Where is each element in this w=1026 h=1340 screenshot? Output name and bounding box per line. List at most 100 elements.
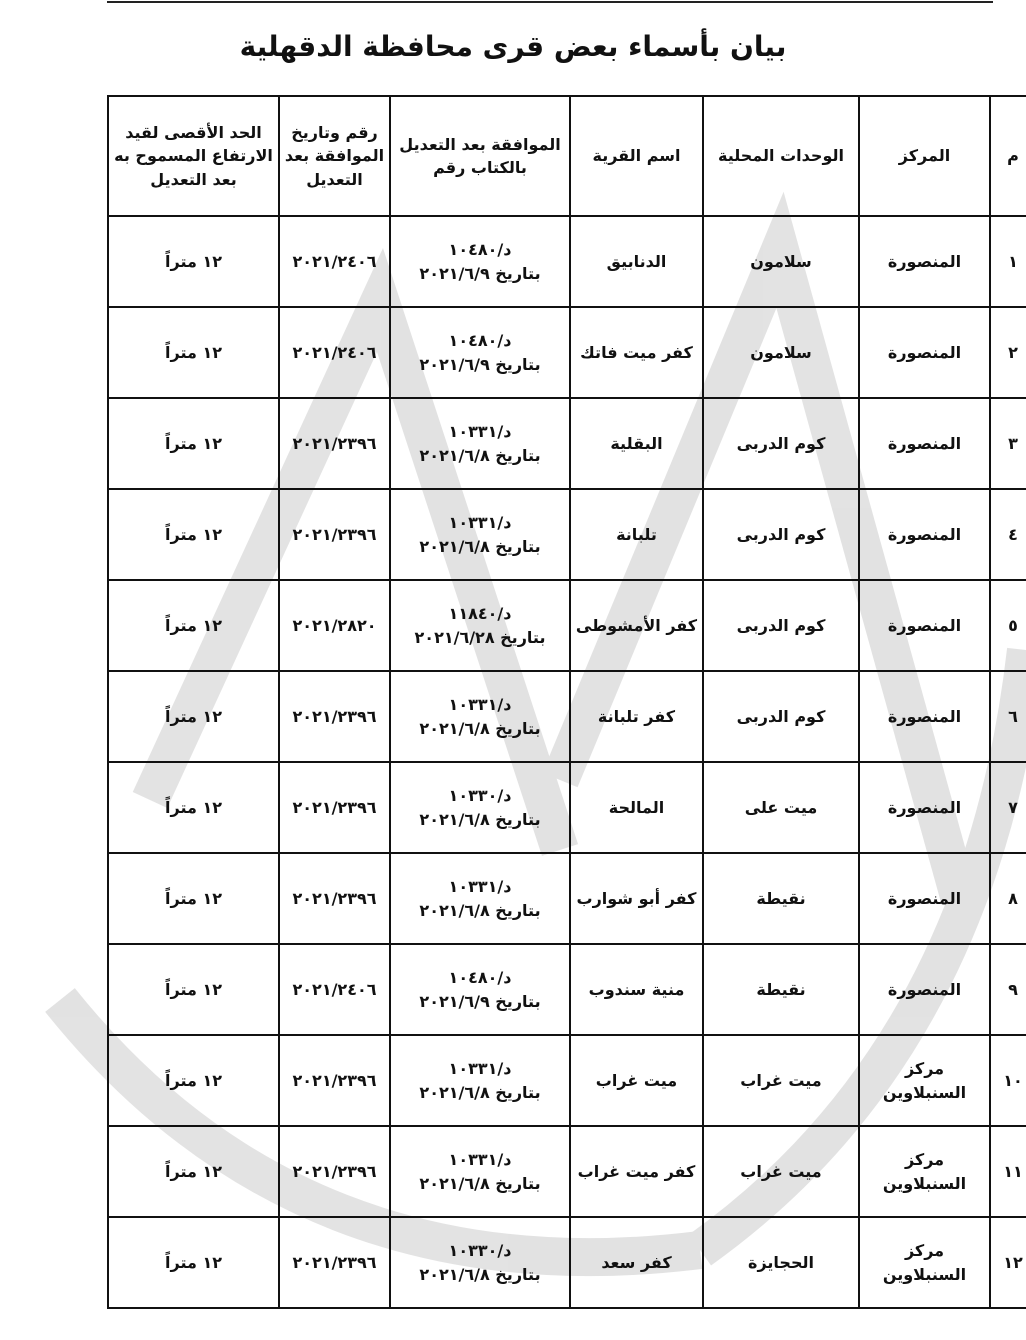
- approval-number-cell: ٢٠٢١/٢٨٢٠: [278, 579, 391, 672]
- village-village: المالحة: [608, 797, 665, 817]
- table-row: ١ المنصورة سلامون الدنابيق د/١٠٤٨٠ بتاريخ ٢٠٢…: [107, 215, 1026, 308]
- height-limit-limit: ١٢ متراً: [165, 706, 222, 726]
- approval-letter-letter: د/١٠٣٣١: [448, 1059, 512, 1079]
- table-row: ٨ المنصورة نقيطة كفر أبو شوارب د/١٠٣٣١ بتاريخ…: [107, 852, 1026, 945]
- village-cell: كفر الأمشوطى: [569, 579, 704, 672]
- table-row: ١١ مركز السنبلاوين ميت غراب كفر ميت غراب د/١…: [107, 1125, 1026, 1218]
- local-unit-cell: نقيطة: [702, 852, 860, 945]
- markaz-cell: المنصورة: [858, 761, 991, 854]
- markaz-cell: مركز السنبلاوين: [858, 1125, 991, 1218]
- markaz-markaz: المنصورة: [887, 888, 962, 908]
- approval-letter-letter: د/١٠٤٨٠: [448, 331, 512, 351]
- approval-number-approval: ٢٠٢١/٢٣٩٦: [292, 706, 377, 726]
- table-row: ١٢ مركز السنبلاوين الحجايزة كفر سعد د/١٠٣٣٠ ب…: [107, 1216, 1026, 1309]
- local-unit-unit: كوم الدربى: [736, 433, 826, 453]
- index-n: ٤: [1008, 524, 1018, 544]
- village-cell: المالحة: [569, 761, 704, 854]
- markaz-cell: المنصورة: [858, 943, 991, 1036]
- height-limit-cell: ١٢ متراً: [107, 943, 280, 1036]
- village-village: البقلية: [610, 433, 663, 453]
- index-n: ٨: [1008, 888, 1018, 908]
- markaz-markaz: المنصورة: [887, 979, 962, 999]
- approval-letter-cell: د/١٠٣٣١ بتاريخ ٢٠٢١/٦/٨: [389, 852, 571, 945]
- index-n: ١٠: [1003, 1070, 1023, 1090]
- index-cell: ١: [989, 215, 1026, 308]
- index-cell: ٧: [989, 761, 1026, 854]
- approval-number-approval: ٢٠٢١/٢٣٩٦: [292, 888, 377, 908]
- approval-letter-letter: د/١٠٣٣١: [448, 877, 512, 897]
- height-limit-limit: ١٢ متراً: [165, 888, 222, 908]
- height-limit-limit: ١٢ متراً: [165, 615, 222, 635]
- markaz-cell: المنصورة: [858, 670, 991, 763]
- local-unit-unit: كوم الدربى: [736, 524, 826, 544]
- approval-number-cell: ٢٠٢١/٢٤٠٦: [278, 306, 391, 399]
- village-village: ميت غراب: [595, 1070, 678, 1090]
- approval-number-approval: ٢٠٢١/٢٣٩٦: [292, 1161, 377, 1181]
- village-cell: الدنابيق: [569, 215, 704, 308]
- local-unit-unit: كوم الدربى: [736, 706, 826, 726]
- height-limit-cell: ١٢ متراً: [107, 579, 280, 672]
- local-unit-cell: الحجايزة: [702, 1216, 860, 1309]
- index-cell: ٤: [989, 488, 1026, 581]
- approval-letter-date: بتاريخ ٢٠٢١/٦/٩: [419, 991, 541, 1011]
- approval-letter-letter: د/١٠٣٣٠: [448, 786, 512, 806]
- table-row: ٣ المنصورة كوم الدربى البقلية د/١٠٣٣١ بتاريخ …: [107, 397, 1026, 490]
- approval-letter-date: بتاريخ ٢٠٢١/٦/٨: [419, 900, 541, 920]
- page-title: بيان بأسماء بعض قرى محافظة الدقهلية: [239, 30, 787, 63]
- approval-number-approval: ٢٠٢١/٢٣٩٦: [292, 1070, 377, 1090]
- approval-number-cell: ٢٠٢١/٢٣٩٦: [278, 761, 391, 854]
- approval-letter-cell: د/١٠٣٣٠ بتاريخ ٢٠٢١/٦/٨: [389, 761, 571, 854]
- height-limit-cell: ١٢ متراً: [107, 397, 280, 490]
- approval-letter-letter: د/١٠٣٣١: [448, 513, 512, 533]
- local-unit-unit: سلامون: [750, 251, 812, 271]
- height-limit-limit: ١٢ متراً: [165, 1252, 222, 1272]
- markaz-cell: المنصورة: [858, 215, 991, 308]
- approval-number-cell: ٢٠٢١/٢٣٩٦: [278, 1216, 391, 1309]
- approval-letter-date: بتاريخ ٢٠٢١/٦/٨: [419, 1082, 541, 1102]
- markaz-cell: المنصورة: [858, 852, 991, 945]
- markaz-markaz: مركز السنبلاوين: [882, 1150, 967, 1193]
- height-limit-limit: ١٢ متراً: [165, 251, 222, 271]
- approval-number-approval: ٢٠٢١/٢٤٠٦: [292, 979, 377, 999]
- markaz-markaz: المنصورة: [887, 433, 962, 453]
- height-limit-limit: ١٢ متراً: [165, 797, 222, 817]
- approval-number-approval: ٢٠٢١/٢٨٢٠: [292, 615, 377, 635]
- approval-letter-date: بتاريخ ٢٠٢١/٦/٨: [419, 1264, 541, 1284]
- local-unit-cell: نقيطة: [702, 943, 860, 1036]
- markaz-markaz: المنصورة: [887, 706, 962, 726]
- height-limit-cell: ١٢ متراً: [107, 761, 280, 854]
- approval-letter-cell: د/١١٨٤٠ بتاريخ ٢٠٢١/٦/٢٨: [389, 579, 571, 672]
- local-unit-cell: كوم الدربى: [702, 488, 860, 581]
- village-village: تلبانة: [616, 524, 657, 544]
- local-unit-cell: كوم الدربى: [702, 579, 860, 672]
- local-unit-unit: سلامون: [750, 342, 812, 362]
- village-village: كفر أبو شوارب: [576, 888, 697, 908]
- height-limit-cell: ١٢ متراً: [107, 488, 280, 581]
- approval-letter-date: بتاريخ ٢٠٢١/٦/٨: [419, 809, 541, 829]
- local-unit-cell: ميت على: [702, 761, 860, 854]
- village-village: الدنابيق: [606, 251, 667, 271]
- header-village-name: اسم القرية: [569, 95, 704, 217]
- approval-number-cell: ٢٠٢١/٢٣٩٦: [278, 670, 391, 763]
- local-unit-cell: ميت غراب: [702, 1125, 860, 1218]
- index-n: ٢: [1008, 342, 1018, 362]
- local-unit-unit: كوم الدربى: [736, 615, 826, 635]
- village-cell: تلبانة: [569, 488, 704, 581]
- markaz-markaz: المنصورة: [887, 342, 962, 362]
- local-unit-cell: كوم الدربى: [702, 397, 860, 490]
- approval-letter-cell: د/١٠٤٨٠ بتاريخ ٢٠٢١/٦/٩: [389, 306, 571, 399]
- index-cell: ٨: [989, 852, 1026, 945]
- index-n: ٣: [1008, 433, 1018, 453]
- index-n: ٦: [1008, 706, 1018, 726]
- height-limit-cell: ١٢ متراً: [107, 852, 280, 945]
- table-row: ١٠ مركز السنبلاوين ميت غراب ميت غراب د/١٠٣٣١…: [107, 1034, 1026, 1127]
- markaz-markaz: المنصورة: [887, 797, 962, 817]
- index-cell: ١٢: [989, 1216, 1026, 1309]
- index-n: ٧: [1008, 797, 1018, 817]
- village-village: كفر سعد: [601, 1252, 672, 1272]
- village-cell: منية سندوب: [569, 943, 704, 1036]
- village-village: كفر ميت غراب: [577, 1161, 696, 1181]
- markaz-cell: المنصورة: [858, 579, 991, 672]
- approval-letter-letter: د/١٠٣٣١: [448, 422, 512, 442]
- village-village: كفر تلبانة: [597, 706, 676, 726]
